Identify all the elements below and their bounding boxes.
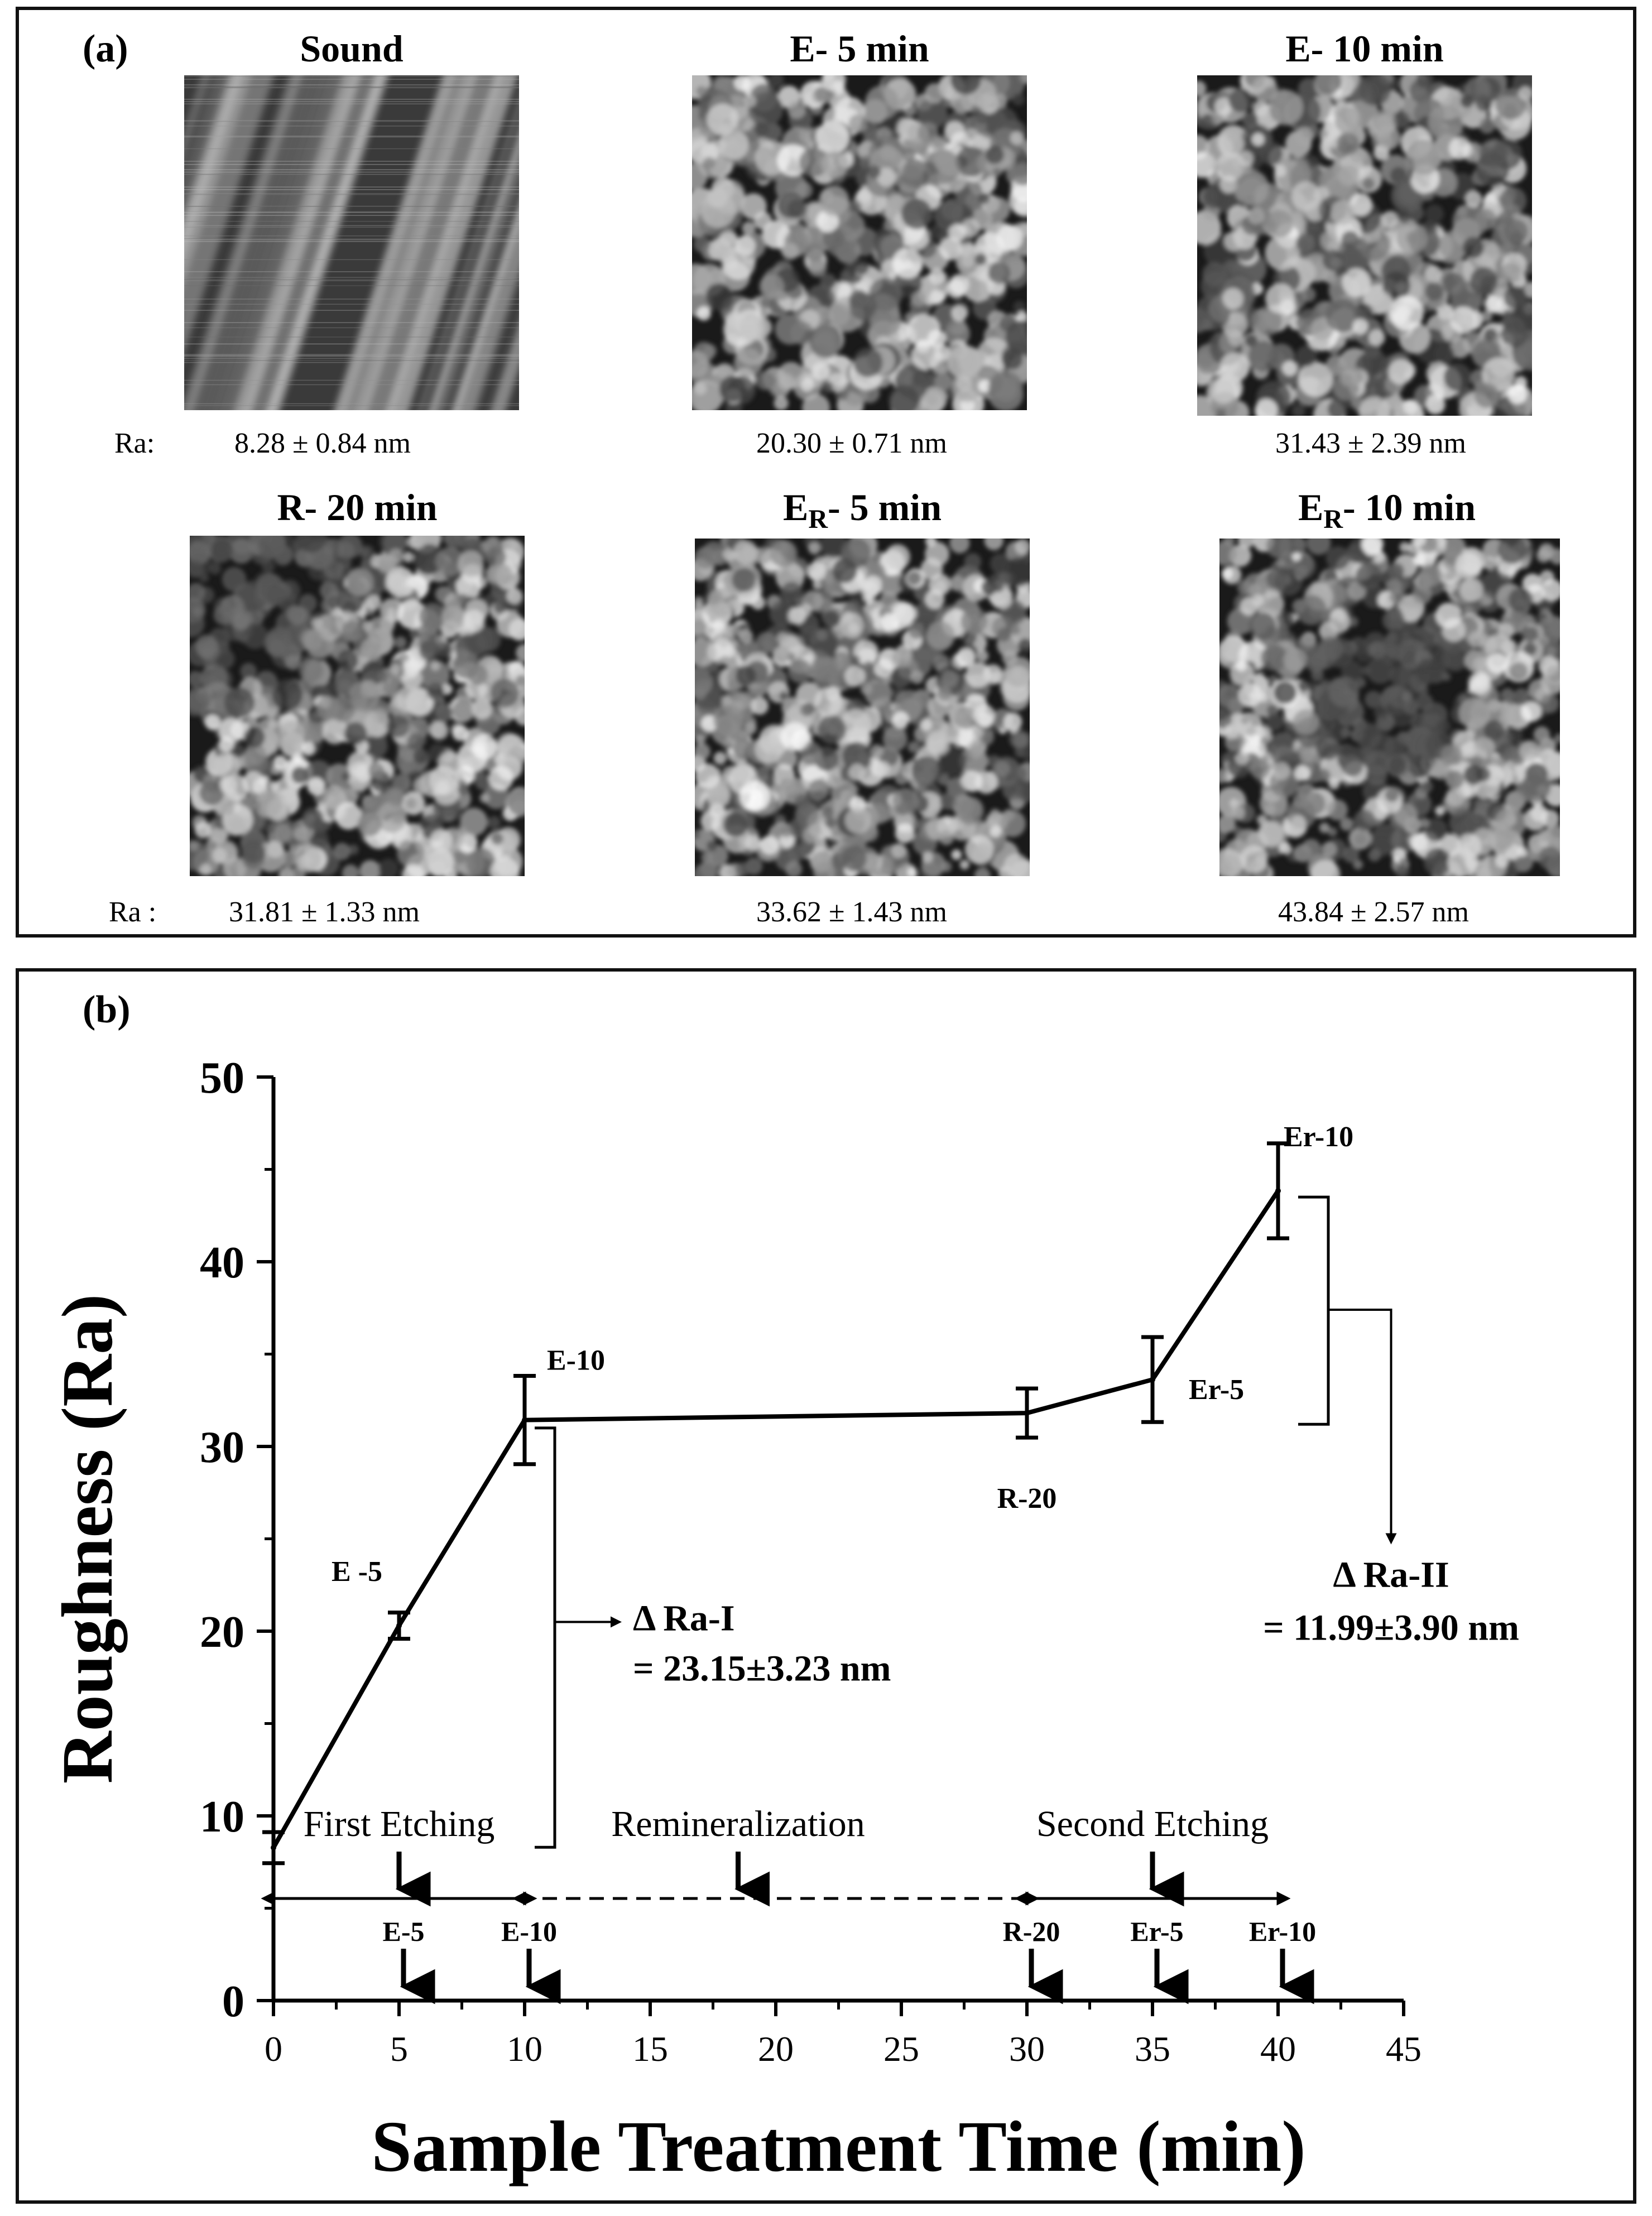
delta-ra-ii-value: = 11.99±3.90 nm (1263, 1608, 1519, 1648)
sample-marker: E-5 (383, 1916, 435, 2005)
delta-ra-i-bracket (535, 1426, 622, 1849)
delta-ra-ii-bracket (1298, 1195, 1397, 1545)
x-tick-label: 15 (632, 2029, 668, 2069)
sample-marker-label: Er-5 (1130, 1916, 1183, 1947)
point-label: R-20 (997, 1483, 1057, 1515)
sample-marker: E-10 (501, 1916, 561, 2005)
x-tick-label: 45 (1386, 2029, 1422, 2069)
y-axis-label: Roughness (Ra) (47, 1294, 128, 1784)
sample-marker-label: Er-10 (1249, 1916, 1316, 1947)
ra-value-4: 31.81 ± 1.33 nm (229, 896, 420, 928)
phase-indicator (1014, 1852, 1291, 1907)
afm-image-4 (190, 536, 525, 876)
point-label: Er-5 (1189, 1374, 1244, 1406)
panel-a (16, 7, 1636, 938)
afm-title-4: R- 20 min (277, 486, 438, 528)
data-point (271, 1844, 276, 1850)
delta-ra-i-value: = 23.15±3.23 nm (633, 1648, 891, 1689)
y-tick-label: 50 (200, 1054, 244, 1103)
ra-value-2: 20.30 ± 0.71 nm (756, 427, 947, 459)
sample-marker-label: E-5 (383, 1916, 425, 1947)
data-point (1150, 1377, 1155, 1383)
phase-indicator (261, 1852, 537, 1907)
delta-ra-i-label: Δ Ra-I (633, 1598, 735, 1638)
x-tick-label: 35 (1135, 2029, 1170, 2069)
afm-title-5: ER- 5 min (782, 486, 942, 534)
x-axis-label: Sample Treatment Time (min) (371, 2107, 1305, 2187)
x-tick-label: 40 (1260, 2029, 1296, 2069)
y-tick-label: 10 (200, 1792, 244, 1842)
phase-indicator (512, 1852, 1040, 1907)
x-tick-label: 25 (883, 2029, 919, 2069)
afm-image-3 (1197, 75, 1532, 416)
phase-label: Second Etching (1036, 1804, 1269, 1844)
sample-marker-label: E-10 (501, 1916, 557, 1947)
phase-label: First Etching (304, 1804, 495, 1844)
y-tick-label: 0 (222, 1977, 244, 2026)
panel-b (16, 968, 1636, 2204)
ra-prefix-4: Ra : (109, 896, 157, 928)
afm-image-2 (692, 75, 1027, 410)
ra-value-5: 33.62 ± 1.43 nm (756, 896, 947, 928)
series-line (271, 1189, 1280, 1849)
afm-image-1 (184, 75, 519, 410)
x-tick-label: 10 (507, 2029, 542, 2069)
point-label: E -5 (332, 1556, 382, 1588)
ra-value-6: 43.84 ± 2.57 nm (1278, 896, 1469, 928)
ra-value-1: 8.28 ± 0.84 nm (234, 427, 411, 459)
data-point (1275, 1188, 1281, 1194)
x-tick-label: 30 (1009, 2029, 1045, 2069)
sample-marker: Er-10 (1249, 1916, 1316, 2005)
panel-a-label: (a) (83, 27, 128, 70)
afm-title-3: E- 10 min (1285, 27, 1444, 70)
ra-prefix-1: Ra: (114, 427, 155, 459)
afm-title-1: Sound (300, 27, 404, 70)
data-point (1024, 1410, 1030, 1416)
afm-title-6: ER- 10 min (1298, 486, 1476, 534)
ra-value-3: 31.43 ± 2.39 nm (1275, 427, 1466, 459)
y-tick-label: 30 (200, 1423, 244, 1472)
x-tick-label: 0 (265, 2029, 282, 2069)
sample-marker-label: R-20 (1003, 1916, 1060, 1947)
data-point (396, 1623, 402, 1629)
sample-marker: R-20 (1003, 1916, 1063, 2005)
afm-title-2: E- 5 min (790, 27, 929, 70)
phase-label: Remineralization (611, 1804, 865, 1844)
x-tick-label: 5 (390, 2029, 408, 2069)
data-point (522, 1417, 527, 1423)
afm-image-6 (1219, 539, 1560, 876)
point-label: E-10 (547, 1345, 605, 1377)
delta-ra-ii-label: Δ Ra-II (1333, 1555, 1449, 1595)
x-tick-label: 20 (758, 2029, 794, 2069)
afm-image-5 (695, 539, 1030, 876)
y-tick-label: 20 (200, 1608, 244, 1657)
point-label: Er-10 (1284, 1121, 1353, 1153)
panel-b-label: (b) (83, 988, 131, 1031)
sample-marker: Er-5 (1130, 1916, 1189, 2005)
y-tick-label: 40 (200, 1238, 244, 1287)
